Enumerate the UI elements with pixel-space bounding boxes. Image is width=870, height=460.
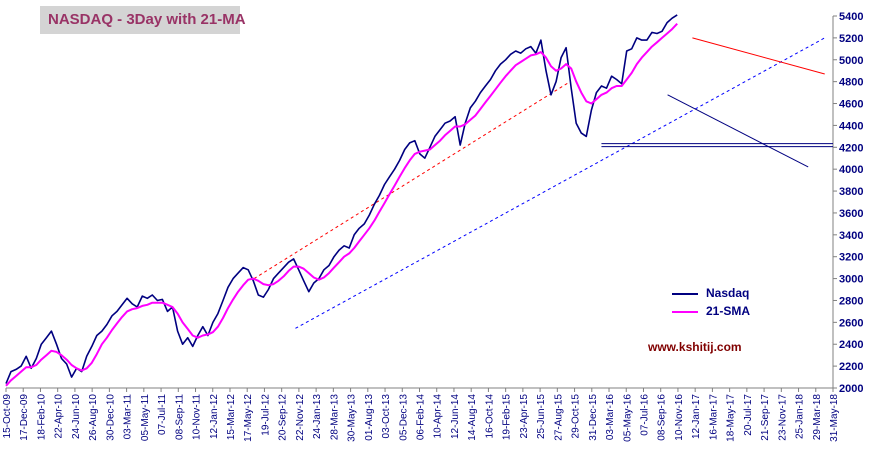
chart-title-box: NASDAQ - 3Day with 21-MA xyxy=(40,6,246,34)
x-tick-label: 23-Nov-17 xyxy=(777,394,788,441)
x-tick-label: 18-Feb-10 xyxy=(36,394,47,441)
x-tick-label: 16-Mar-17 xyxy=(708,394,719,441)
x-tick-label: 24-Jun-10 xyxy=(71,394,82,439)
y-tick-label: 4800 xyxy=(839,77,863,89)
x-tick-label: 17-Dec-09 xyxy=(19,394,30,441)
y-tick-label: 3600 xyxy=(839,208,863,220)
x-tick-label: 07-Jul-11 xyxy=(157,394,168,435)
x-tick-label: 12-Jan-12 xyxy=(209,394,220,439)
trendline-4 xyxy=(667,94,809,168)
x-tick-label: 26-Aug-10 xyxy=(88,394,99,441)
x-tick-label: 12-Jan-17 xyxy=(691,394,702,439)
x-tick-label: 03-Mar-11 xyxy=(123,394,134,440)
y-tick-label: 2600 xyxy=(839,317,863,329)
y-tick-label: 4000 xyxy=(839,164,863,176)
y-tick-label: 2200 xyxy=(839,361,863,373)
x-tick-label: 15-Oct-09 xyxy=(2,394,13,439)
x-tick-label: 22-Nov-12 xyxy=(295,394,306,441)
x-tick-label: 27-Aug-15 xyxy=(553,394,564,441)
x-tick-label: 29-Mar-18 xyxy=(812,394,823,441)
chart-title: NASDAQ - 3Day with 21-MA xyxy=(48,11,246,28)
legend-label-sma: 21-SMA xyxy=(706,304,751,318)
x-tick-label: 07-Jul-16 xyxy=(639,394,650,436)
y-tick-label: 4400 xyxy=(839,120,863,132)
x-tick-label: 10-Nov-11 xyxy=(192,394,203,440)
y-tick-label: 3000 xyxy=(839,274,863,286)
x-tick-label: 20-Jul-17 xyxy=(743,394,754,436)
y-tick-label: 5400 xyxy=(839,11,863,23)
x-tick-label: 05-May-16 xyxy=(622,394,633,442)
x-tick-label: 30-Dec-10 xyxy=(105,394,116,441)
x-tick-label: 20-Sep-12 xyxy=(278,394,289,441)
y-tick-label: 3200 xyxy=(839,252,863,264)
x-tick-label: 05-May-11 xyxy=(140,394,151,441)
trendline-1 xyxy=(253,82,569,280)
x-tick-label: 10-Nov-16 xyxy=(674,394,685,441)
x-tick-label: 15-Mar-12 xyxy=(226,394,237,441)
x-tick-label: 22-Apr-10 xyxy=(54,394,65,439)
legend-label-nasdaq: Nasdaq xyxy=(706,286,750,300)
y-tick-label: 3800 xyxy=(839,186,863,198)
y-tick-label: 5200 xyxy=(839,33,863,45)
y-tick-label: 2000 xyxy=(839,383,863,395)
x-tick-label: 10-Apr-14 xyxy=(433,394,444,439)
x-tick-label: 05-Dec-13 xyxy=(398,394,409,441)
x-tick-label: 23-Apr-15 xyxy=(519,394,530,439)
x-tick-label: 19-Feb-15 xyxy=(502,394,513,441)
x-tick-label: 17-May-12 xyxy=(243,394,254,442)
x-tick-label: 03-Mar-16 xyxy=(605,394,616,441)
watermark-text: www.kshitij.com xyxy=(648,340,742,354)
x-tick-label: 30-May-13 xyxy=(347,394,358,442)
y-tick-label: 5000 xyxy=(839,55,863,67)
x-tick-label: 08-Sep-16 xyxy=(657,394,668,441)
x-tick-label: 19-Jul-12 xyxy=(260,394,271,436)
chart-legend: Nasdaq 21-SMA xyxy=(672,284,782,324)
x-tick-label: 14-Aug-14 xyxy=(467,394,478,441)
x-tick-label: 03-Oct-13 xyxy=(381,394,392,439)
y-tick-label: 4200 xyxy=(839,142,863,154)
x-tick-label: 21-Sep-17 xyxy=(760,394,771,441)
trendline-3 xyxy=(692,37,825,75)
x-tick-label: 08-Sep-11 xyxy=(174,394,185,440)
y-tick-label: 4600 xyxy=(839,99,863,111)
y-tick-label: 2400 xyxy=(839,339,863,351)
x-tick-label: 24-Jan-13 xyxy=(312,394,323,439)
legend-swatch-sma xyxy=(672,311,698,313)
x-tick-label: 12-Jun-14 xyxy=(450,394,461,439)
x-tick-label: 25-Jun-15 xyxy=(536,394,547,439)
x-tick-label: 28-Mar-13 xyxy=(329,394,340,441)
series-line-nasdaq xyxy=(5,14,678,384)
x-tick-label: 01-Aug-13 xyxy=(364,394,375,441)
series-line-sma xyxy=(5,23,678,387)
x-tick-label: 31-Dec-15 xyxy=(588,394,599,441)
y-tick-label: 3400 xyxy=(839,230,863,242)
x-tick-label: 25-Jan-18 xyxy=(795,394,806,439)
x-tick-label: 31-May-18 xyxy=(829,394,840,442)
legend-swatch-nasdaq xyxy=(672,293,698,295)
x-tick-label: 06-Feb-14 xyxy=(416,394,427,441)
x-tick-label: 29-Oct-15 xyxy=(571,394,582,439)
x-tick-label: 16-Oct-14 xyxy=(484,394,495,439)
x-tick-label: 18-May-17 xyxy=(726,394,737,442)
trendline-2 xyxy=(295,37,825,329)
y-tick-label: 2800 xyxy=(839,295,863,307)
